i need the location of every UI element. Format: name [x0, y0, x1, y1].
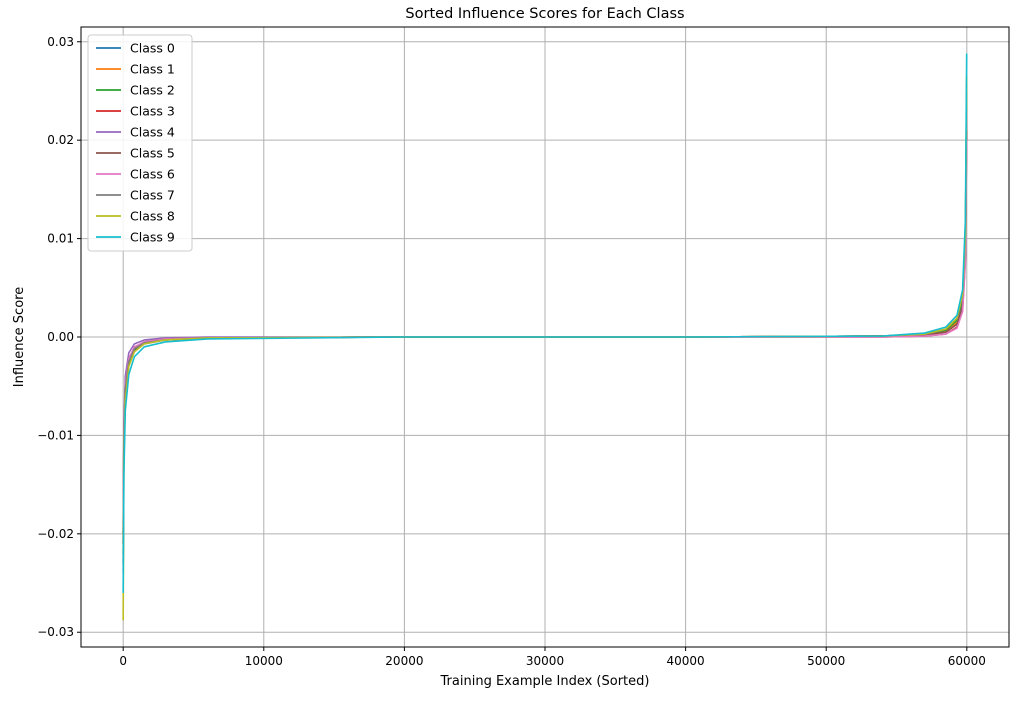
chart-title: Sorted Influence Scores for Each Class	[405, 6, 684, 22]
x-tick-label: 60000	[948, 654, 986, 668]
legend-label: Class 1	[130, 62, 175, 77]
x-tick-label: 0	[119, 654, 127, 668]
legend-label: Class 8	[130, 209, 175, 224]
legend-label: Class 2	[130, 83, 175, 98]
y-tick-label: −0.03	[37, 625, 74, 639]
legend-label: Class 4	[130, 125, 175, 140]
y-tick-label: 0.02	[47, 133, 74, 147]
x-axis-label: Training Example Index (Sorted)	[440, 674, 650, 689]
y-axis-label: Influence Score	[12, 287, 27, 387]
legend-box	[87, 34, 193, 252]
x-tick-label: 30000	[526, 654, 564, 668]
legend-label: Class 0	[130, 41, 175, 56]
legend-label: Class 6	[130, 167, 175, 182]
legend-label: Class 9	[130, 230, 175, 245]
legend: Class 0 Class 1 Class 2 Class 3 Class 4 Class…	[87, 34, 193, 252]
axis-ticks: 0 10000 20000 30000 40000 50000 60000 −0.03 −0.0…	[37, 35, 986, 668]
legend-label: Class 3	[130, 104, 175, 119]
y-tick-label: 0.01	[47, 232, 74, 246]
series-line-class-9	[122, 53, 968, 593]
x-tick-label: 10000	[245, 654, 283, 668]
y-tick-label: −0.01	[37, 428, 74, 442]
x-tick-label: 50000	[807, 654, 845, 668]
series-lines	[122, 53, 968, 621]
y-tick-label: 0.03	[47, 35, 74, 49]
legend-label: Class 7	[130, 188, 175, 203]
x-tick-label: 40000	[667, 654, 705, 668]
y-tick-label: 0.00	[47, 330, 74, 344]
y-tick-label: −0.02	[37, 527, 74, 541]
x-tick-label: 20000	[385, 654, 423, 668]
legend-label: Class 5	[130, 146, 175, 161]
